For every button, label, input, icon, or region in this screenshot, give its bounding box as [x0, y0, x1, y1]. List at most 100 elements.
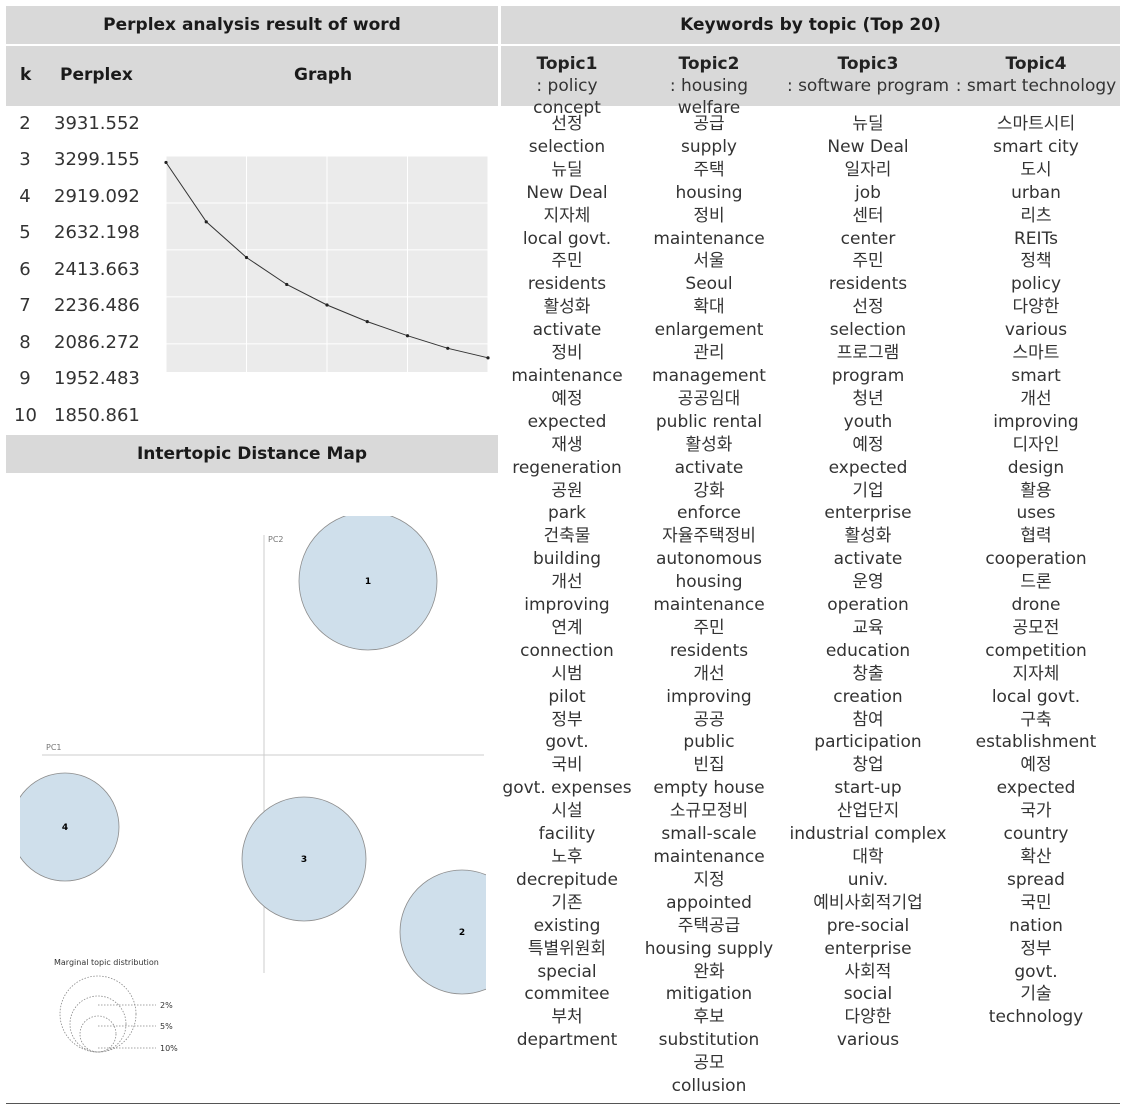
topic-header-2: Topic2 : housing welfare	[636, 53, 782, 119]
keyword-item: drone	[1011, 595, 1061, 616]
keyword-item: 국민	[1020, 892, 1052, 913]
data-point	[486, 356, 490, 360]
keyword-item: 협력	[1020, 526, 1052, 547]
keyword-item: public rental	[655, 411, 763, 432]
topic-circle-label: 1	[365, 577, 371, 587]
topic-circle-3	[241, 796, 367, 922]
keyword-item: enlargement	[654, 320, 764, 341]
keyword-item: 리츠	[1020, 205, 1052, 226]
keyword-item: selection	[528, 136, 606, 157]
keyword-item: building	[532, 549, 602, 570]
keyword-item: commitee	[524, 984, 610, 1005]
keyword-item: 확산	[1020, 847, 1052, 867]
keyword-item: 대학	[852, 847, 884, 867]
keyword-item: 주민	[852, 251, 884, 272]
keyword-item: 정비	[693, 205, 725, 226]
keyword-item: 도시	[1020, 159, 1052, 180]
keywords-section-header: Keywords by topic (Top 20)	[501, 6, 1120, 44]
topic-subtitle: : software program	[786, 76, 950, 96]
keyword-item: 정부	[551, 709, 583, 730]
keyword-item: 주민	[551, 251, 583, 272]
keyword-item: residents	[669, 640, 749, 661]
keyword-item: local govt.	[522, 228, 612, 249]
keyword-item: 프로그램	[836, 343, 900, 364]
keyword-item: 스마트	[1012, 343, 1060, 364]
keyword-item: 확대	[693, 297, 725, 318]
legend-circle	[79, 1015, 117, 1053]
keyword-item: participation	[814, 732, 922, 753]
perplex-value: 3299.155	[54, 149, 140, 170]
keyword-item: 활성화	[685, 434, 733, 455]
keyword-item: activate	[532, 320, 602, 341]
keyword-item: housing supply	[644, 938, 774, 959]
keyword-item: smart	[1011, 365, 1061, 386]
keyword-item: 일자리	[844, 159, 892, 180]
keyword-item: 노후	[551, 847, 583, 867]
keyword-item: pre-social	[826, 915, 910, 936]
keyword-item: expected	[527, 411, 607, 432]
data-point	[446, 346, 450, 350]
keyword-item: 드론	[1020, 572, 1052, 593]
keyword-item: expected	[996, 778, 1076, 799]
k-value: 9	[19, 368, 31, 389]
data-point	[325, 303, 329, 307]
keyword-item: 국비	[551, 755, 583, 776]
keyword-item: REITs	[1014, 228, 1058, 249]
keyword-item: small-scale	[661, 824, 757, 845]
keyword-item: substitution	[658, 1030, 760, 1051]
topic-circle-label: 3	[301, 855, 307, 865]
keyword-item: park	[547, 503, 587, 524]
keyword-item: 활성화	[844, 526, 892, 547]
legend-label: 10%	[160, 1044, 178, 1053]
keyword-item: 서울	[693, 251, 725, 272]
keyword-item: 재생	[551, 434, 583, 455]
keyword-item: 뉴딜	[852, 114, 884, 134]
keyword-item: 국가	[1020, 801, 1052, 822]
keyword-item: competition	[985, 640, 1087, 661]
keyword-item: 산업단지	[836, 801, 900, 822]
perplex-value: 3931.552	[54, 113, 140, 134]
keyword-item: 기업	[852, 480, 884, 501]
k-value: 8	[19, 332, 31, 353]
legend-title: Marginal topic distribution	[54, 958, 159, 967]
keyword-item: 특별위원회	[527, 938, 607, 959]
keyword-item: activate	[674, 457, 744, 478]
keyword-item: supply	[681, 136, 737, 157]
intertopic-distance-map: PC2 PC1 1 2 3 4 Marginal topic distribution 2% 5…	[20, 516, 486, 1053]
perplex-column-headers: k Perplex Graph	[6, 46, 498, 106]
keyword-item: maintenance	[653, 228, 765, 249]
keyword-item: 활용	[1020, 480, 1052, 501]
keyword-item: 예비사회적기업	[813, 892, 923, 913]
keyword-item: improving	[524, 595, 610, 616]
topic2-keywords: 공급 supply 주택 housing 정비 maintenance 서울 Seoul 확대 e…	[636, 113, 782, 1098]
keyword-item: 기술	[1020, 984, 1052, 1005]
keyword-item: appointed	[666, 892, 752, 913]
keyword-item: selection	[829, 320, 907, 341]
keyword-item: 공모전	[1012, 617, 1060, 638]
keyword-item: 완화	[693, 961, 725, 982]
keyword-item: 공급	[693, 114, 725, 134]
keyword-item: pilot	[548, 686, 586, 707]
keyword-item: improving	[666, 686, 752, 707]
keyword-item: various	[836, 1030, 900, 1051]
keyword-item: govt. expenses	[502, 778, 632, 799]
keyword-item: enforce	[676, 503, 742, 524]
keyword-item: 시설	[551, 801, 583, 822]
keyword-item: program	[831, 365, 905, 386]
keyword-item: enterprise	[824, 503, 912, 524]
keyword-item: 개선	[551, 572, 583, 593]
keyword-item: start-up	[834, 778, 902, 799]
keyword-item: 정부	[1020, 938, 1052, 959]
keyword-item: 다양한	[844, 1007, 892, 1028]
keyword-item: 예정	[1020, 755, 1052, 776]
keyword-item: residents	[828, 274, 908, 295]
keyword-item: 창출	[852, 663, 884, 684]
bottom-rule	[6, 1103, 1120, 1104]
keyword-item: 건축물	[543, 526, 591, 547]
keyword-item: 공원	[551, 480, 583, 501]
keyword-item: 다양한	[1012, 297, 1060, 318]
keyword-item: Seoul	[685, 274, 733, 295]
perplex-value: 1952.483	[54, 368, 140, 389]
col-graph-header: Graph	[294, 65, 353, 85]
data-point	[405, 334, 410, 338]
